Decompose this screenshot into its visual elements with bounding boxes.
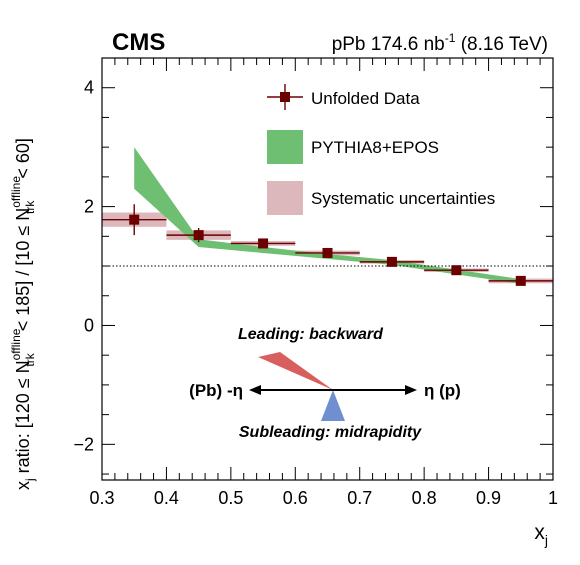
axis-ticks: 0.3 0.4 0.5 0.6 0.7 0.8 0.9 1 −2 0 2 4	[73, 57, 558, 508]
data-point	[102, 204, 167, 236]
legend-label-model: PYTHIA8+EPOS	[311, 138, 439, 157]
subleading-label: Subleading: midrapidity	[239, 424, 422, 441]
y-tick-label: 2	[84, 197, 94, 217]
x-tick-label: 0.4	[154, 488, 179, 508]
data-point	[230, 238, 296, 249]
data-point-marker	[515, 275, 526, 286]
plot-frame	[101, 57, 554, 481]
pythia-epos-band-layer	[134, 147, 521, 284]
legend-label-syst: Systematic uncertainties	[311, 189, 495, 208]
data-point-marker	[451, 265, 462, 276]
y-tick-label: 4	[84, 78, 94, 98]
data-point-marker	[386, 256, 397, 267]
leading-cone	[258, 352, 333, 390]
x-tick-label: 0.7	[347, 488, 372, 508]
systematic-uncertainty-boxes	[102, 212, 553, 284]
y-axis-title: xj ratio: [120 ≤ Nofflinetrk < 185] / [1…	[9, 138, 37, 490]
eta-arrow-right	[405, 385, 417, 395]
x-tick-label: 0.8	[412, 488, 437, 508]
x-tick-label: 0.6	[283, 488, 308, 508]
data-point	[424, 265, 489, 276]
data-point	[488, 275, 553, 286]
data-point-marker	[129, 214, 140, 225]
legend: Unfolded Data PYTHIA8+EPOS Systematic un…	[267, 84, 495, 215]
legend-syst-swatch	[267, 181, 303, 215]
leading-label: Leading: backward	[238, 326, 384, 343]
eta-left-label: (Pb) -η	[189, 381, 243, 400]
eta-arrow-left	[249, 385, 261, 395]
cms-label: CMS	[112, 29, 165, 56]
data-point	[166, 227, 231, 243]
rapidity-schematic: Leading: backward (Pb) -η η (p) Subleadi…	[189, 326, 461, 441]
data-point	[359, 256, 425, 267]
x-tick-label: 1	[548, 488, 558, 508]
x-axis-title: xj	[534, 521, 548, 548]
legend-model-swatch	[267, 130, 303, 164]
lumi-label: pPb 174.6 nb-1 (8.16 TeV)	[332, 31, 548, 55]
data-point	[295, 247, 360, 258]
x-tick-label: 0.3	[89, 488, 114, 508]
x-tick-label: 0.9	[476, 488, 501, 508]
data-point-marker	[258, 238, 269, 249]
y-tick-label: 0	[84, 315, 94, 335]
pythia-epos-band	[134, 147, 521, 284]
data-point-marker	[322, 247, 333, 258]
legend-data-marker	[267, 84, 303, 110]
x-tick-label: 0.5	[218, 488, 243, 508]
data-point-marker	[193, 230, 204, 241]
legend-label-data: Unfolded Data	[311, 89, 420, 108]
eta-right-label: η (p)	[424, 381, 461, 400]
y-tick-label: −2	[73, 434, 94, 454]
unfolded-data-points	[102, 204, 553, 286]
subleading-cone	[321, 390, 345, 421]
